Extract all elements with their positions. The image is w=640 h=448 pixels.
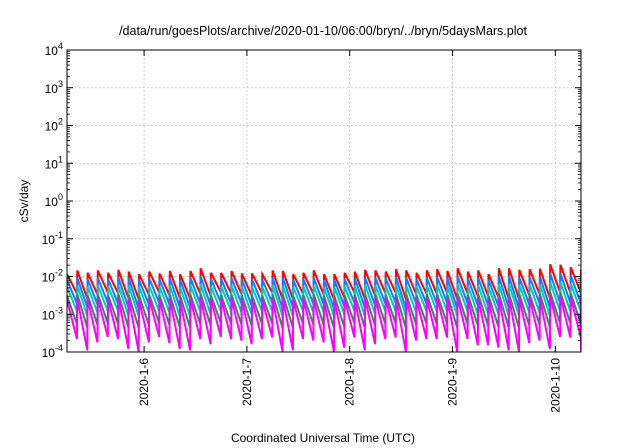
x-tick-label: 2020-1-10 [548,358,562,413]
y-tick-label: 10-1 [42,230,63,247]
series-line-5 [67,295,581,352]
y-tick-label: 102 [45,117,63,134]
x-tick-label: 2020-1-7 [240,358,254,406]
y-axis: 10-4 10-3 10-2 10-1 100 101 102 103 104 [42,41,581,360]
y-tick-label: 10-4 [42,343,63,360]
y-tick-label: 104 [45,41,63,58]
y-tick-label: 101 [45,154,63,171]
x-axis: 2020-1-6 2020-1-7 2020-1-8 2020-1-9 2020-1-1… [137,50,562,413]
x-tick-label: 2020-1-8 [343,358,357,406]
chart-title: /data/run/goesPlots/archive/2020-01-10/0… [119,24,527,38]
x-axis-label: Coordinated Universal Time (UTC) [231,431,415,445]
y-tick-label: 10-2 [42,268,63,285]
y-tick-label: 100 [45,192,63,209]
x-tick-label: 2020-1-9 [446,358,460,406]
y-tick-label: 103 [45,79,63,96]
series-layer [67,263,581,352]
x-tick-label: 2020-1-6 [137,358,151,406]
y-axis-label: cSv/day [17,180,31,223]
y-tick-label: 10-3 [42,305,63,322]
